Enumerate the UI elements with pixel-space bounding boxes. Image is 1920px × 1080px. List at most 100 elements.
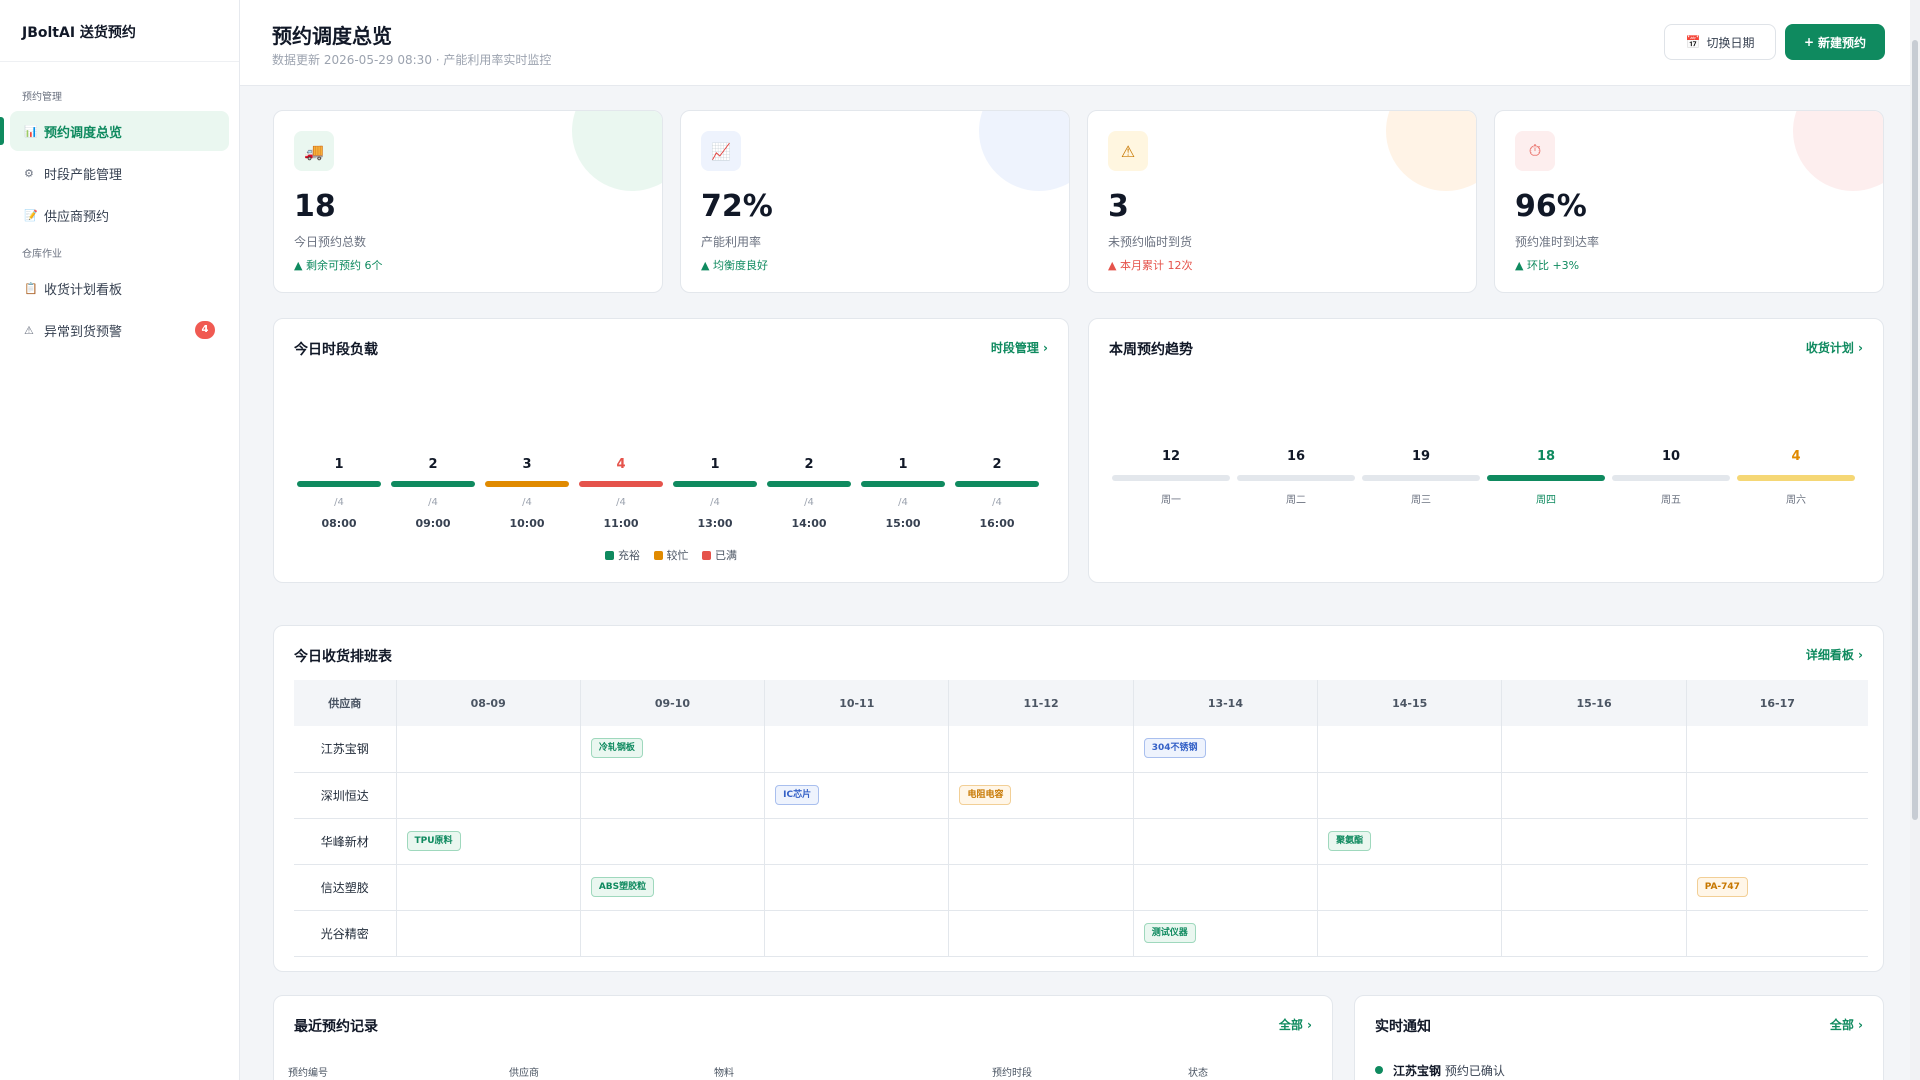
booking-tag[interactable]: IC芯片 — [775, 784, 820, 805]
schedule-cell[interactable] — [1501, 726, 1687, 773]
booking-tag[interactable]: 测试仪器 — [1143, 922, 1196, 943]
schedule-cell[interactable] — [1133, 864, 1319, 911]
slot-load-bar — [391, 481, 475, 487]
schedule-cell[interactable] — [396, 910, 581, 957]
schedule-cell[interactable]: IC芯片 — [764, 772, 950, 819]
schedule-cell[interactable] — [1501, 818, 1687, 865]
day-count: 4 — [1791, 449, 1801, 464]
booking-tag[interactable]: TPU原料 — [406, 830, 461, 851]
slot-manage-link[interactable]: 时段管理 › — [990, 341, 1048, 355]
schedule-cell[interactable]: ABS塑胶粒 — [580, 864, 766, 911]
legend-swatch — [653, 551, 663, 560]
notify-card: 实时通知 全部 › 江苏宝钢 预约已确认 — [1354, 995, 1884, 1080]
sidebar-item-supplier-reservation[interactable]: 📝 供应商预约 — [10, 195, 229, 235]
schedule-cell[interactable] — [948, 910, 1134, 957]
switch-date-button[interactable]: 📅 切换日期 — [1664, 24, 1776, 60]
sidebar-item-receiving-board[interactable]: 📋 收货计划看板 — [10, 268, 229, 308]
page-scrollbar[interactable] — [1910, 0, 1920, 1080]
schedule-cell[interactable] — [1501, 864, 1687, 911]
schedule-cell[interactable]: 冷轧钢板 — [580, 726, 766, 773]
week-bars: 12 周一 16 周二 19 周三 18 周四 10 周五 4 周六 — [1111, 449, 1881, 519]
slot-load-bar — [297, 481, 381, 487]
schedule-cell[interactable] — [396, 772, 581, 819]
schedule-cell[interactable] — [948, 818, 1134, 865]
legend-item-ok: 充裕 — [605, 547, 640, 563]
schedule-cell[interactable]: PA-747 — [1686, 864, 1868, 911]
schedule-cell[interactable] — [580, 818, 766, 865]
slot-1000: 3/4 10:00 — [484, 457, 570, 577]
day-4: 10 周五 — [1611, 449, 1731, 506]
schedule-cell[interactable] — [1686, 818, 1868, 865]
stat-label: 未预约临时到货 — [1108, 235, 1193, 249]
slot-count: 4 — [616, 457, 626, 472]
schedule-cell[interactable] — [1133, 772, 1319, 819]
booking-tag[interactable]: 冷轧钢板 — [590, 738, 643, 758]
recent-all-link[interactable]: 全部 › — [1278, 1018, 1312, 1032]
schedule-cell[interactable] — [580, 772, 766, 819]
schedule-cell[interactable] — [1686, 910, 1868, 957]
schedule-cell[interactable] — [764, 818, 950, 865]
slot-time: 10:00 — [509, 517, 545, 530]
stat-value: 72% — [701, 189, 773, 224]
slot-bars: 1/4 08:00 2/4 09:00 3/4 10:00 4/4 11:00 1/4 13:00… — [296, 457, 1048, 577]
day-bar — [1112, 475, 1230, 481]
day-bar — [1487, 475, 1605, 481]
schedule-cell[interactable] — [1686, 772, 1868, 819]
schedule-cell[interactable] — [764, 910, 950, 957]
schedule-cell[interactable] — [948, 864, 1134, 911]
booking-tag[interactable]: PA-747 — [1696, 876, 1748, 897]
schedule-cell[interactable] — [1317, 864, 1503, 911]
sidebar-item-arrival-alert[interactable]: ⚠ 异常到货预警 4 — [10, 310, 229, 350]
card-decoration — [1386, 111, 1476, 191]
booking-tag[interactable]: ABS塑胶粒 — [590, 876, 655, 897]
schedule-cell[interactable] — [1686, 726, 1868, 773]
receiving-plan-link[interactable]: 收货计划 › — [1805, 341, 1863, 355]
slot-count: 1 — [898, 457, 908, 472]
schedule-cell[interactable] — [396, 726, 581, 773]
schedule-cell[interactable] — [1501, 910, 1687, 957]
col-header-slot: 16-17 — [1686, 680, 1868, 726]
schedule-cell[interactable]: 电阻电容 — [948, 772, 1134, 819]
schedule-cell[interactable]: 304不锈钢 — [1133, 726, 1319, 773]
supplier-name: 华峰新材 — [294, 818, 397, 865]
schedule-cell[interactable] — [948, 726, 1134, 773]
slot-capacity: /4 — [992, 497, 1002, 508]
scrollbar-thumb[interactable] — [1912, 40, 1918, 820]
notify-all-link[interactable]: 全部 › — [1829, 1018, 1863, 1032]
schedule-cell[interactable] — [764, 864, 950, 911]
schedule-cell[interactable] — [1317, 726, 1503, 773]
notify-item[interactable]: 江苏宝钢 预约已确认 — [1375, 1062, 1505, 1079]
legend-item-full: 已满 — [702, 547, 737, 563]
schedule-cell[interactable]: 聚氨酯 — [1317, 818, 1503, 865]
detail-board-link[interactable]: 详细看板 › — [1805, 648, 1863, 662]
slot-count: 3 — [522, 457, 532, 472]
slot-load-bar — [955, 481, 1039, 487]
sidebar-item-label: 时段产能管理 — [44, 167, 123, 183]
slot-capacity: /4 — [804, 497, 814, 508]
booking-tag[interactable]: 304不锈钢 — [1143, 738, 1206, 758]
schedule-table: 供应商 08-09 09-10 10-11 11-12 13-14 14-15 15-16 16… — [294, 680, 1868, 957]
warning-icon: ⚠ — [1108, 131, 1148, 171]
new-reservation-button[interactable]: + 新建预约 — [1785, 24, 1885, 60]
schedule-cell[interactable] — [1133, 818, 1319, 865]
schedule-cell[interactable] — [1501, 772, 1687, 819]
schedule-cell[interactable] — [764, 726, 950, 773]
sidebar-item-overview[interactable]: 📊 预约调度总览 — [0, 111, 229, 151]
schedule-cell[interactable]: TPU原料 — [396, 818, 581, 865]
day-count: 10 — [1661, 449, 1681, 464]
slot-load-bar — [485, 481, 569, 487]
schedule-cell[interactable] — [1317, 772, 1503, 819]
schedule-cell[interactable] — [396, 864, 581, 911]
booking-tag[interactable]: 聚氨酯 — [1328, 830, 1372, 851]
sidebar-item-label: 预约调度总览 — [44, 125, 123, 141]
booking-tag[interactable]: 电阻电容 — [959, 784, 1012, 805]
sidebar-item-slot-capacity[interactable]: ⚙ 时段产能管理 — [10, 153, 229, 193]
schedule-cell[interactable]: 测试仪器 — [1133, 910, 1319, 957]
schedule-cell[interactable] — [580, 910, 766, 957]
plus-icon: + — [1803, 35, 1815, 49]
slot-count: 2 — [992, 457, 1002, 472]
slot-1400: 2/4 14:00 — [766, 457, 852, 577]
slot-time: 16:00 — [979, 517, 1015, 530]
schedule-cell[interactable] — [1317, 910, 1503, 957]
supplier-name: 光谷精密 — [294, 910, 397, 957]
